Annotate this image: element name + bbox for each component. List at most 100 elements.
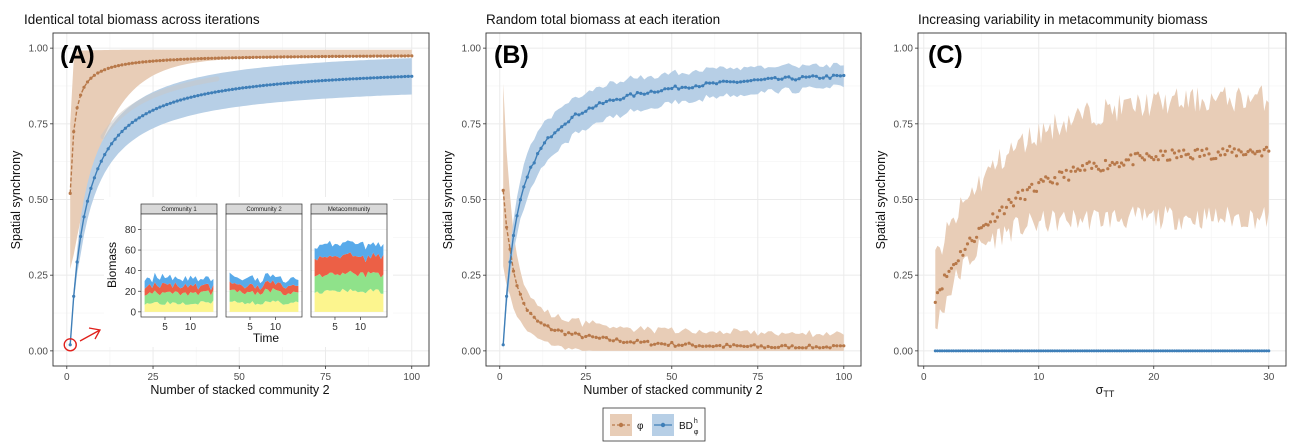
bd-point [1138, 349, 1142, 353]
bd-point [1159, 349, 1163, 353]
bd-point [1136, 349, 1140, 353]
bd-series-point [759, 78, 763, 82]
phi-point [1062, 175, 1066, 179]
bd-series-point [518, 198, 523, 202]
phi-series-point [790, 344, 794, 348]
bd-series-point [708, 81, 712, 85]
bd-point [1232, 349, 1236, 353]
phi-series-point [399, 54, 403, 58]
bd-series-point [656, 90, 660, 94]
inset-tick-label-x: 10 [185, 322, 197, 333]
panel-c: 0.00 0.25 0.50 0.75 1.00 0 10 20 30 [894, 32, 1287, 383]
bd-series-point [811, 74, 815, 78]
bd-point [956, 349, 960, 353]
bd-series-point [639, 91, 643, 95]
phi-series-point [165, 58, 169, 62]
bd-point [1122, 349, 1126, 353]
panel-c-tick-label-y: 0.25 [894, 271, 914, 282]
phi-series-point [687, 341, 691, 345]
bd-series-point [677, 87, 681, 91]
bd-series-point [618, 98, 622, 102]
bd-series-point [573, 112, 578, 116]
phi-series-point [206, 56, 210, 61]
phi-series-point [286, 55, 290, 59]
phi-series-point [529, 311, 533, 315]
bd-point [1055, 349, 1059, 353]
phi-point [952, 263, 956, 267]
phi-point [998, 209, 1002, 213]
panel-a-tick-label-y: 0.00 [29, 346, 49, 357]
bd-point [1170, 349, 1174, 353]
bd-series-point [714, 82, 719, 86]
panel-c-data-layer [933, 85, 1271, 353]
phi-series-point [601, 335, 605, 339]
bd-point [1009, 349, 1013, 353]
phi-series-point [546, 324, 550, 328]
phi-point [1090, 166, 1094, 170]
panel-c-ylabel: Spatial synchrony [874, 150, 888, 249]
phi-series-point [732, 343, 736, 347]
bd-series-point [732, 80, 736, 84]
panel-a-xlabel: Number of stacked community 2 [150, 383, 329, 397]
phi-series-point [838, 344, 843, 348]
phi-series-point [358, 54, 362, 58]
phi-point [1172, 151, 1177, 155]
phi-series-point [776, 345, 781, 349]
bd-series-point [690, 86, 695, 90]
phi-series-point [807, 343, 812, 347]
phi-point [1071, 165, 1075, 169]
bd-point [1081, 349, 1084, 353]
bd-point [1074, 349, 1077, 353]
phi-series-point [742, 344, 746, 348]
bd-series-point [787, 75, 791, 79]
panel-a-tick-label-x: 25 [147, 372, 159, 383]
phi-series-point [144, 60, 148, 64]
phi-series-point [244, 55, 248, 60]
phi-series-point [406, 54, 410, 58]
bd-point [1223, 349, 1227, 353]
bd-series-point [790, 77, 794, 81]
bd-point [1152, 349, 1156, 353]
phi-series-line [69, 55, 412, 194]
phi-series-point [337, 54, 341, 59]
bd-series-point [542, 141, 547, 145]
phi-series-point [501, 188, 505, 192]
phi-point [1016, 190, 1020, 194]
bd-point [949, 349, 953, 353]
bd-series-point [110, 142, 114, 146]
panel-c-plot-border [917, 32, 1287, 367]
bd-series-point [536, 152, 540, 156]
panel-a-tick-label-y: 1.00 [29, 44, 49, 55]
phi-series-point [148, 59, 152, 64]
phi-point [1207, 152, 1211, 156]
panel-c-tick-label-y: 0.75 [894, 119, 914, 130]
phi-point [1021, 188, 1025, 192]
phi-point [968, 236, 972, 240]
phi-point [954, 261, 958, 266]
bd-series-point [800, 75, 805, 79]
bd-series-point [116, 133, 121, 137]
phi-point [1152, 158, 1156, 162]
bd-series-point [341, 77, 345, 81]
phi-point [933, 300, 937, 304]
bd-series-point [148, 110, 152, 114]
inset-tick-label-x: 5 [332, 322, 338, 333]
phi-point [1055, 182, 1059, 186]
phi-point [965, 242, 970, 246]
inset-xlabel: Time [253, 331, 280, 345]
phi-point [1002, 212, 1006, 216]
bd-point [1265, 349, 1268, 353]
phi-series-point [327, 54, 331, 59]
phi-point [1230, 150, 1234, 154]
bd-series-point [254, 84, 259, 88]
phi-band [503, 83, 844, 351]
bd-series-point [248, 85, 252, 89]
bd-series-point [835, 73, 839, 78]
phi-series-point [659, 342, 664, 346]
phi-series-point [704, 344, 708, 348]
bd-point [1184, 349, 1188, 353]
phi-point [1041, 179, 1045, 183]
phi-point [1154, 155, 1158, 159]
phi-series-point [189, 57, 193, 61]
phi-point [1218, 153, 1223, 157]
